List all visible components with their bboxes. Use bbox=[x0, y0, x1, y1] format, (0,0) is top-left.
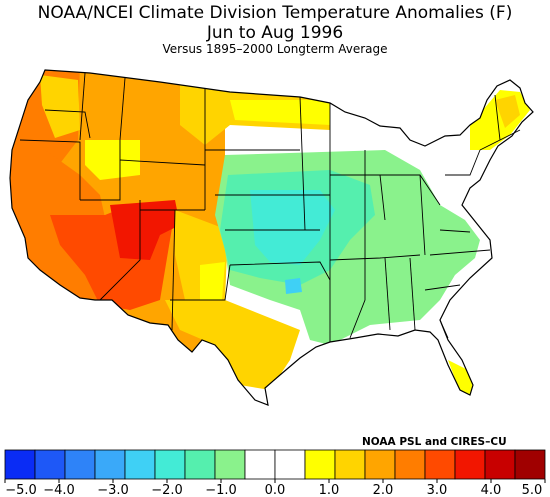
legend-swatch bbox=[34, 449, 66, 480]
legend-swatch bbox=[274, 449, 306, 480]
us-outline bbox=[9, 69, 534, 406]
legend-swatch bbox=[154, 449, 186, 480]
legend-label: −4.0 bbox=[43, 483, 75, 497]
legend-swatch bbox=[4, 449, 36, 480]
credit-text: NOAA PSL and CIRES–CU bbox=[362, 436, 507, 448]
legend-swatch bbox=[124, 449, 156, 480]
legend-label: −3.0 bbox=[97, 483, 129, 497]
legend-swatch bbox=[364, 449, 396, 480]
legend-label: 2.0 bbox=[373, 483, 394, 497]
legend-label: 4.0 bbox=[481, 483, 502, 497]
legend-swatch bbox=[214, 449, 246, 480]
legend-swatch bbox=[454, 449, 486, 480]
legend-swatch bbox=[424, 449, 456, 480]
map-subtitle: Jun to Aug 1996 bbox=[206, 23, 344, 43]
state-boundaries bbox=[19, 72, 521, 342]
anomaly-fill bbox=[10, 70, 533, 405]
legend-label: 0.0 bbox=[265, 483, 286, 497]
legend-swatch bbox=[514, 449, 546, 480]
legend-swatch bbox=[394, 449, 426, 480]
legend-label: 3.0 bbox=[427, 483, 448, 497]
legend-swatch bbox=[334, 449, 366, 480]
legend-swatch bbox=[244, 449, 276, 480]
us-climate-division-map bbox=[9, 69, 534, 406]
legend-label: 5.0 bbox=[522, 483, 543, 497]
legend-label: 1.0 bbox=[319, 483, 340, 497]
legend-swatch bbox=[64, 449, 96, 480]
baseline-note: Versus 1895–2000 Longterm Average bbox=[162, 42, 388, 56]
legend-swatch bbox=[94, 449, 126, 480]
legend-swatch bbox=[484, 449, 516, 480]
legend-label: −5.0 bbox=[5, 483, 37, 497]
legend-swatch bbox=[304, 449, 336, 480]
map-title: NOAA/NCEI Climate Division Temperature A… bbox=[37, 3, 513, 23]
legend-swatch bbox=[184, 449, 216, 480]
legend-label: −1.0 bbox=[205, 483, 237, 497]
legend-label: −2.0 bbox=[151, 483, 183, 497]
